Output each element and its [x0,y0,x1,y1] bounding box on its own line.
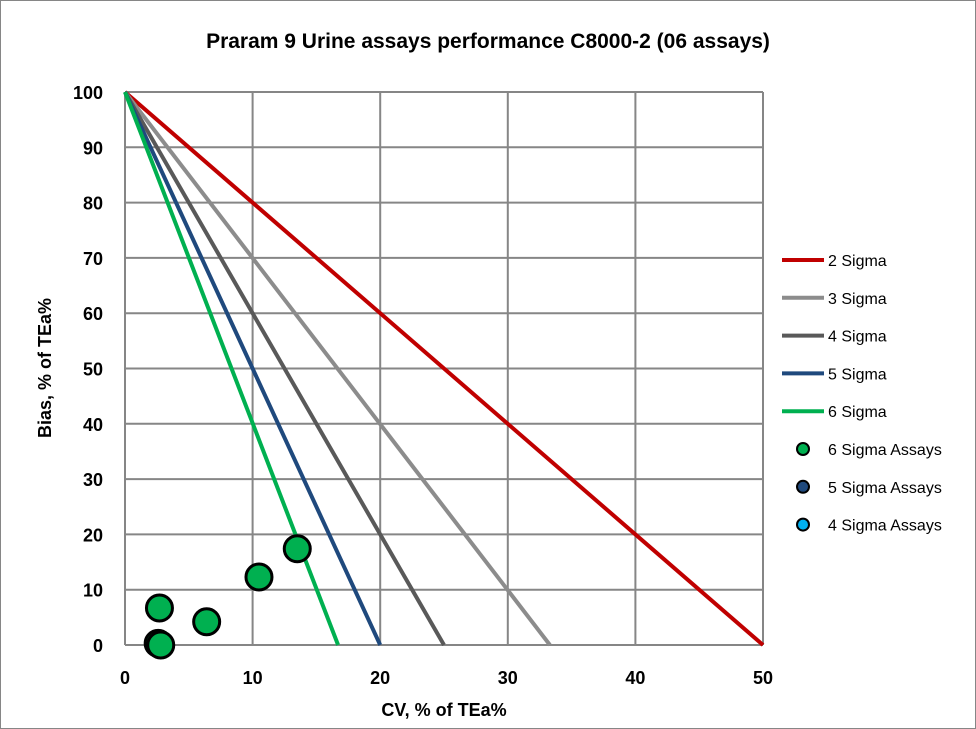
legend-label: 6 Sigma Assays [828,442,942,459]
legend-item: 6 Sigma Assays [796,442,942,459]
data-point [192,607,222,637]
legend-item: 5 Sigma Assays [796,479,942,497]
sigma-line-4 [123,91,446,646]
x-tick-label: 10 [243,668,263,688]
legend-label: 4 Sigma Assays [828,518,942,535]
legend-label: 5 Sigma [828,366,887,383]
data-point [282,534,312,564]
x-tick-label: 50 [753,668,773,688]
y-tick-label: 90 [83,138,103,158]
x-axis-label: CV, % of TEa% [381,700,506,720]
legend-marker-swatch [796,442,810,456]
x-tick-label: 0 [120,668,130,688]
sigma-line-5 [123,91,383,646]
data-point [244,562,274,592]
y-tick-label: 20 [83,525,103,545]
x-tick-label: 40 [625,668,645,688]
y-tick-label: 60 [83,304,103,324]
legend-item: 6 Sigma [782,404,887,421]
y-tick-label: 0 [93,636,103,656]
legend-label: 2 Sigma [828,253,887,270]
chart-title: Praram 9 Urine assays performance C8000-… [206,30,770,53]
legend-label: 3 Sigma [828,291,887,308]
legend-item: 4 Sigma Assays [796,517,942,535]
y-tick-label: 30 [83,470,103,490]
y-axis-label: Bias, % of TEa% [35,298,55,438]
y-tick-label: 70 [83,249,103,269]
legend-label: 6 Sigma [828,404,887,421]
y-tick-label: 80 [83,194,103,214]
data-point [146,630,176,660]
y-tick-label: 50 [83,360,103,380]
legend-label: 5 Sigma Assays [828,480,942,497]
legend-item: 4 Sigma [782,329,887,346]
legend-item: 3 Sigma [782,291,887,308]
x-tick-label: 20 [370,668,390,688]
legend-item: 2 Sigma [782,253,887,270]
legend-label: 4 Sigma [828,329,887,346]
sigma-line-2 [123,90,765,647]
x-tick-label: 30 [498,668,518,688]
legend-marker-swatch [796,517,810,532]
legend-marker-swatch [796,479,810,494]
y-tick-label: 100 [73,83,103,103]
y-tick-label: 10 [83,581,103,601]
legend-item: 5 Sigma [782,366,887,383]
y-tick-label: 40 [83,415,103,435]
data-point [144,593,174,623]
sigma-line-3 [123,90,552,647]
